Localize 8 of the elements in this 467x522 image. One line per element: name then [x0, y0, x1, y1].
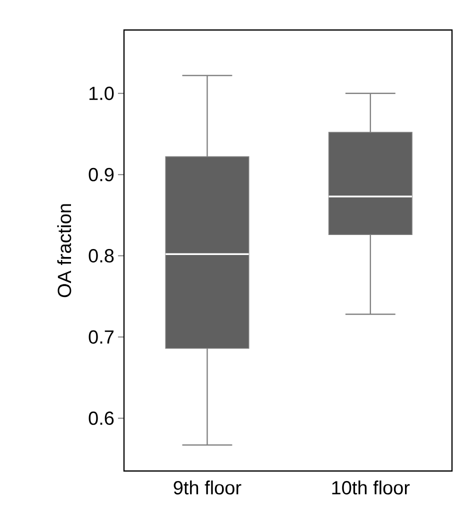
y-tick-label: 0.7 — [88, 330, 114, 344]
y-tick-label: 1.0 — [89, 86, 114, 100]
x-tick-label: 9th floor — [174, 480, 242, 494]
y-tick-label: 0.8 — [88, 249, 114, 263]
y-tick-label: 0.9 — [88, 168, 114, 182]
y-axis-title: OA fraction — [57, 204, 72, 298]
x-tick-label: 10th floor — [332, 480, 410, 494]
y-tick-label: 0.6 — [88, 411, 114, 425]
